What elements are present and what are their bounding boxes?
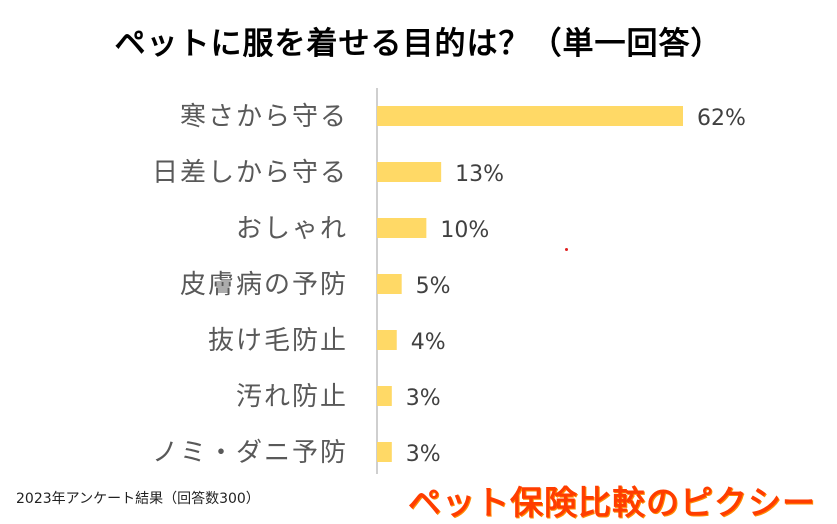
chart-title: ペットに服を着せる目的は？（単一回答） (114, 26, 723, 62)
category-label-2: おしゃれ (236, 214, 348, 244)
bar-4 (377, 330, 397, 350)
data-label-6: 3% (406, 442, 441, 467)
category-label-4: 抜け毛防止 (208, 326, 348, 356)
bar-6 (377, 442, 392, 462)
data-label-3: 5% (416, 274, 451, 299)
category-label-6: ノミ・ダニ予防 (152, 438, 348, 468)
bar-2 (377, 218, 427, 238)
category-label-3: 皮膚病の予防 (180, 270, 348, 300)
category-label-0: 寒さから守る (180, 102, 348, 132)
category-label-1: 日差しから守る (152, 158, 348, 188)
bar-3 (377, 274, 402, 294)
bar-0 (377, 106, 683, 126)
bars-group: 寒さから守る 62% 日差しから守る 13% おしゃれ 10% 皮膚病の予防 5% 抜け毛防止 4… (152, 102, 746, 468)
bar-1 (377, 162, 442, 182)
category-label-5: 汚れ防止 (236, 382, 348, 412)
data-label-2: 10% (440, 218, 489, 243)
brand-logo-text: ペット保険比較のピクシー (408, 483, 816, 522)
footnote: 2023年アンケート結果（回答数300） (16, 491, 260, 507)
data-label-5: 3% (406, 386, 441, 411)
data-label-1: 13% (455, 162, 504, 187)
data-label-0: 62% (697, 106, 746, 131)
bar-5 (377, 386, 392, 406)
data-label-4: 4% (411, 330, 446, 355)
stray-red-dot (565, 248, 568, 251)
